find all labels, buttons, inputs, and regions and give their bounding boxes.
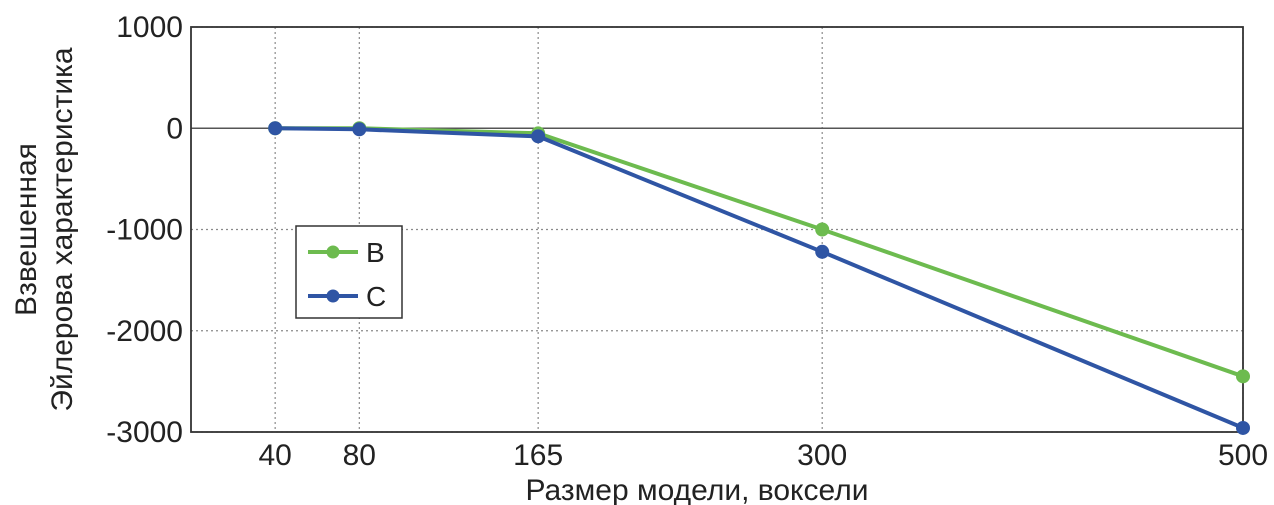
data-point-B [815,222,830,237]
legend-swatch-marker [326,245,340,259]
legend-label: C [366,281,386,312]
y-axis-ticks: 1000 0 -1000 -2000 -3000 [106,11,183,449]
series-B [268,121,1250,384]
x-tick-label: 300 [797,439,847,472]
data-point-C [815,244,830,259]
y-tick-label: -1000 [106,214,183,247]
data-point-C [1236,420,1250,435]
x-axis-label: Размер модели, воксели [526,474,869,505]
data-point-C [268,121,283,136]
x-tick-label: 165 [513,439,563,472]
series-C [268,121,1250,435]
y-tick-label: 1000 [116,11,183,44]
series-line-C [275,126,1244,430]
legend-swatch-marker [326,289,340,303]
y-tick-label: -3000 [106,416,183,449]
y-axis-label-line-1: Взвешенная [10,143,43,316]
legend-item-B: B [308,237,385,268]
data-point-C [352,122,367,137]
x-tick-label: 80 [343,439,376,472]
series-layer [268,121,1250,435]
y-axis-label: Взвешенная Эйлерова характеристика [10,47,79,411]
x-tick-label: 40 [258,439,291,472]
legend-item-C: C [308,281,386,312]
data-point-C [531,129,546,144]
legend-label: B [366,237,385,268]
data-point-B [1236,369,1250,384]
legend: BC [295,225,403,319]
series-line-B [275,126,1244,379]
plot-area-frame [190,26,1244,433]
x-axis-ticks: 40 80 165 300 500 [258,439,1268,472]
y-tick-label: 0 [166,112,183,145]
legend-box [295,225,403,319]
y-tick-label: -2000 [106,315,183,348]
x-tick-label: 500 [1218,439,1268,472]
y-axis-label-line-2: Эйлерова характеристика [46,47,79,411]
